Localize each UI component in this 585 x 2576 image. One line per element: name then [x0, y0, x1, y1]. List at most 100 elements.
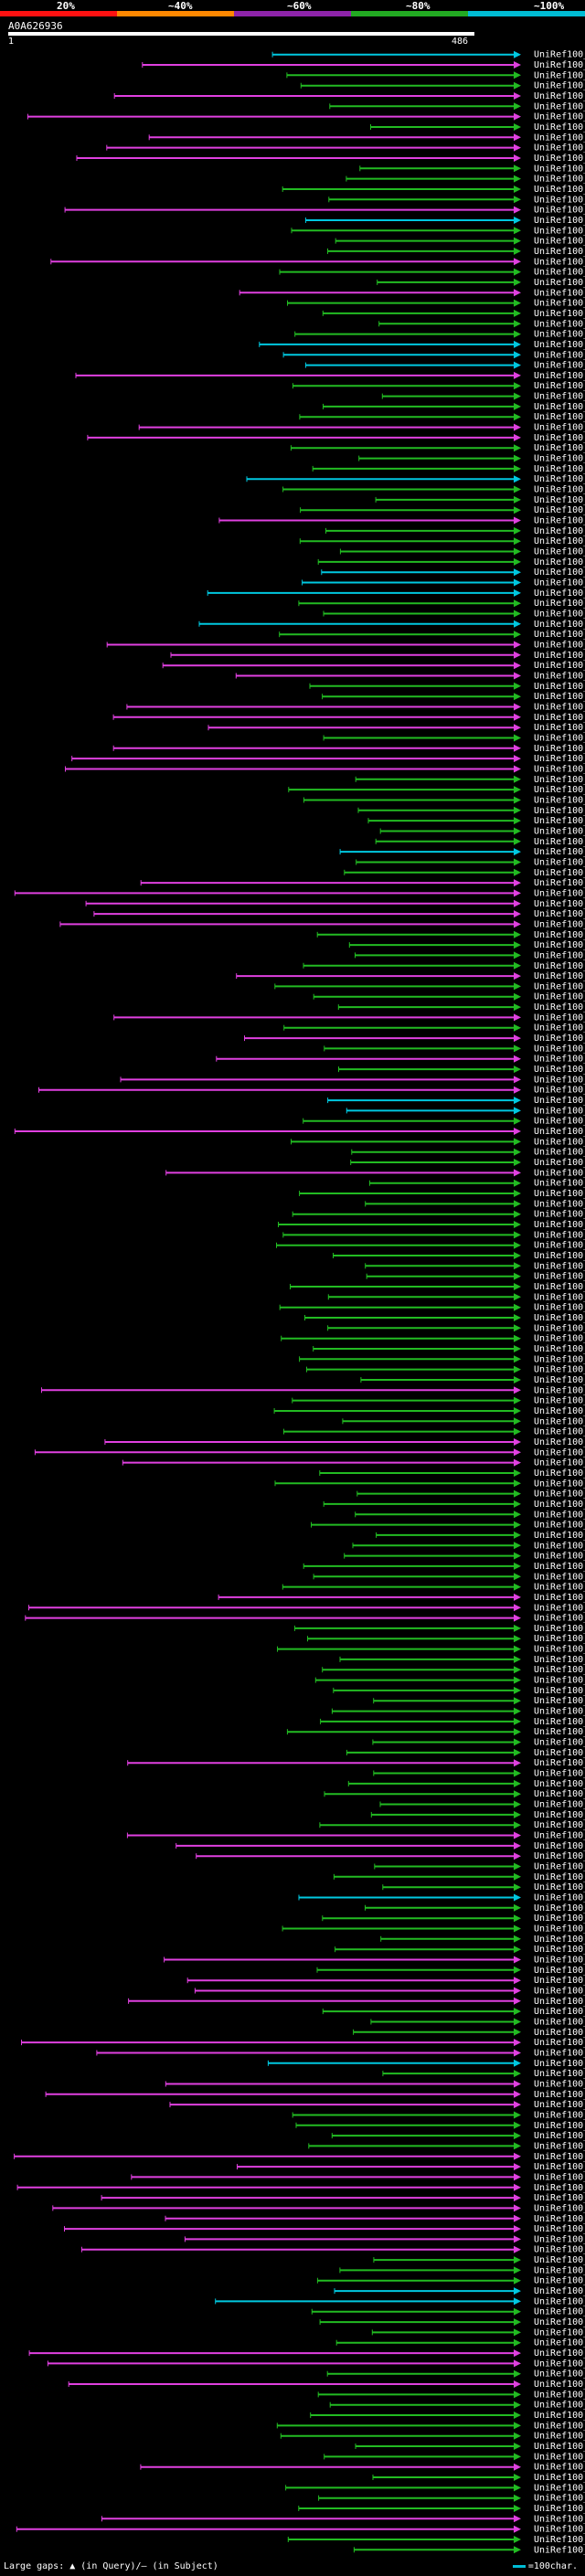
hit-row[interactable]: UniRef100_A4RRD9: [316, 1966, 585, 1976]
hit-row[interactable]: UniRef100_Q6J596: [316, 2276, 585, 2286]
hit-row[interactable]: UniRef100_B6IDD9: [16, 2183, 585, 2193]
hit-row[interactable]: UniRef100_B9H8B0: [344, 868, 585, 878]
hit-label[interactable]: UniRef100_A7PSH4: [534, 888, 585, 898]
hit-label[interactable]: UniRef100_B9HDB4: [534, 1375, 585, 1385]
hit-row[interactable]: UniRef100_B6H735: [80, 2245, 585, 2255]
hit-row[interactable]: UniRef100_UP1000...: [334, 2286, 585, 2296]
hit-row[interactable]: UniRef100_B4FT19: [323, 610, 585, 620]
hit-row[interactable]: UniRef100_B9GS21: [316, 930, 585, 940]
hit-row[interactable]: UniRef100_Q2ZPL8: [16, 2525, 585, 2535]
hit-label[interactable]: UniRef100_C5Y8D1: [534, 1882, 585, 1892]
hit-row[interactable]: UniRef100_C5XFA2: [300, 505, 585, 515]
hit-row[interactable]: UniRef100_A4Q9E3: [292, 1396, 585, 1406]
hit-label[interactable]: UniRef100_B9RGI6: [534, 2080, 585, 2090]
hit-label[interactable]: UniRef100_UP1000...: [534, 2296, 585, 2306]
hit-row[interactable]: UniRef100_B9RS04: [303, 1117, 585, 1127]
hit-label[interactable]: UniRef100_Q0JFE4: [534, 1127, 585, 1137]
hit-row[interactable]: UniRef100_UP1000...: [339, 847, 585, 857]
hit-label[interactable]: UniRef100_A9SHN9: [534, 1820, 585, 1830]
hit-label[interactable]: UniRef100_A7P4P0: [534, 2390, 585, 2400]
hit-label[interactable]: UniRef100_C5YIZ7: [534, 816, 585, 826]
hit-row[interactable]: UniRef100_C5YZ03: [373, 1696, 585, 1706]
hit-row[interactable]: UniRef100_Q82468: [325, 526, 585, 536]
hit-label[interactable]: UniRef100_C5XMM7: [534, 796, 585, 806]
hit-label[interactable]: UniRef100_B6TH97: [534, 744, 585, 754]
hit-label[interactable]: UniRef100_A4Q9A6: [534, 1292, 585, 1302]
hit-label[interactable]: UniRef100_UP1000...: [534, 847, 585, 857]
hit-row[interactable]: UniRef100_A4U037: [338, 1065, 585, 1075]
hit-label[interactable]: UniRef100_A2XEV7: [534, 454, 585, 464]
hit-row[interactable]: UniRef100_C5XVE5: [291, 226, 585, 236]
hit-label[interactable]: UniRef100_A1D3E6: [534, 2494, 585, 2504]
hit-row[interactable]: UniRef100_A4Q9C0: [278, 1220, 585, 1230]
hit-label[interactable]: UniRef100_Q82468: [534, 526, 585, 536]
hit-row[interactable]: UniRef100_B9HNH9: [331, 1707, 585, 1717]
hit-label[interactable]: UniRef100_Q7PP01: [534, 91, 585, 101]
hit-row[interactable]: UniRef100_B8B1Z4: [45, 2090, 585, 2100]
hit-row[interactable]: UniRef100_P93006: [294, 330, 585, 340]
hit-row[interactable]: UniRef100_Q3EAF9: [288, 785, 585, 795]
hit-label[interactable]: UniRef100_B9ECQ9: [534, 2338, 585, 2348]
hit-row[interactable]: UniRef100_Q9FSU6: [283, 1023, 585, 1034]
hit-label[interactable]: UniRef100_A4Q9A9: [534, 1272, 585, 1282]
hit-label[interactable]: UniRef100_C5Y6P6: [534, 1686, 585, 1696]
hit-row[interactable]: UniRef100_B9IS70: [286, 70, 585, 80]
hit-row[interactable]: UniRef100_Q9FTE4: [218, 1593, 585, 1603]
hit-row[interactable]: UniRef100_B9RSU1: [304, 216, 585, 226]
hit-label[interactable]: UniRef100_B2BXV7: [534, 620, 585, 630]
hit-label[interactable]: UniRef100_A7SFF4: [534, 1655, 585, 1665]
hit-row[interactable]: UniRef100_Q7XR06-2: [186, 1976, 585, 1986]
hit-row[interactable]: UniRef100_Q82469: [347, 1779, 585, 1789]
hit-row[interactable]: UniRef100_B4FVU1: [71, 754, 585, 764]
hit-row[interactable]: UniRef100_B9IHH7: [319, 2317, 585, 2327]
hit-row[interactable]: UniRef100_B9HPC5: [299, 412, 585, 422]
hit-row[interactable]: UniRef100_A6RND7: [64, 2224, 585, 2234]
hit-row[interactable]: UniRef100_B4N1Z4: [164, 1956, 585, 1966]
hit-label[interactable]: UniRef100_C9MIW0: [534, 2162, 585, 2172]
hit-label[interactable]: UniRef100_C4Q2L1: [534, 1541, 585, 1551]
hit-label[interactable]: UniRef100_A7P739: [534, 2380, 585, 2390]
hit-row[interactable]: UniRef100_Q9ZPL9: [76, 154, 585, 164]
hit-row[interactable]: UniRef100_A4Q9A0: [281, 1334, 585, 1344]
hit-label[interactable]: UniRef100_Q7XR06: [534, 1987, 585, 1997]
hit-label[interactable]: UniRef100_B9GJ79: [534, 567, 585, 578]
hit-row[interactable]: UniRef100_B4NCT7: [196, 1851, 585, 1861]
hit-row[interactable]: UniRef100_B7ZYU7: [41, 1385, 585, 1395]
hit-row[interactable]: UniRef100_A4Q9A4: [279, 1303, 585, 1313]
hit-label[interactable]: UniRef100_A4Q9A0: [534, 1334, 585, 1344]
hit-label[interactable]: UniRef100_Q3EAF9: [534, 785, 585, 795]
hit-row[interactable]: UniRef100_A8Y3B0: [34, 1447, 585, 1458]
hit-row[interactable]: UniRef100_A8PJS5: [85, 899, 585, 909]
hit-label[interactable]: UniRef100_Q5LNW3: [534, 278, 585, 288]
hit-label[interactable]: UniRef100_A4Q9C4: [534, 1199, 585, 1209]
hit-row[interactable]: UniRef100_A9SHN9: [319, 1820, 585, 1830]
hit-label[interactable]: UniRef100_B9HXS1: [534, 2028, 585, 2038]
hit-row[interactable]: UniRef100_UP1000...: [93, 909, 585, 919]
hit-row[interactable]: UniRef100_Q8RVS0: [207, 588, 585, 599]
hit-row[interactable]: UniRef100_B9GST1: [287, 299, 585, 309]
hit-label[interactable]: UniRef100_C6ZDC9: [534, 1086, 585, 1096]
hit-label[interactable]: UniRef100_A4Q9B7: [534, 1241, 585, 1251]
hit-label[interactable]: UniRef100_B9GS76: [534, 2049, 585, 2059]
hit-row[interactable]: UniRef100_B4FYE8: [298, 599, 585, 609]
hit-label[interactable]: UniRef100_B9GV06: [534, 1096, 585, 1106]
hit-label[interactable]: UniRef100_C5YZ03: [534, 1696, 585, 1706]
hit-label[interactable]: UniRef100_UP1000...: [534, 909, 585, 919]
hit-row[interactable]: UniRef100_C7JVA8: [322, 2007, 585, 2017]
hit-label[interactable]: UniRef100_UP1000...: [534, 1758, 585, 1768]
hit-label[interactable]: UniRef100_A0A1B4: [534, 50, 585, 60]
hit-row[interactable]: UniRef100_C1FEH1: [176, 1841, 585, 1851]
hit-row[interactable]: UniRef100_B9HXS1: [353, 2028, 585, 2038]
hit-label[interactable]: UniRef100_B4FVU1: [534, 754, 585, 764]
hit-label[interactable]: UniRef100_B4FEJ5: [534, 175, 585, 185]
hit-row[interactable]: UniRef100_B1B9N7: [292, 2111, 585, 2121]
hit-row[interactable]: UniRef100_A4Q9D3: [342, 1416, 585, 1426]
hit-label[interactable]: UniRef100_A2YZW2: [534, 1344, 585, 1354]
hit-label[interactable]: UniRef100_B4L8X0: [534, 2411, 585, 2421]
hit-label[interactable]: UniRef100_Q6J596: [534, 2276, 585, 2286]
hit-row[interactable]: UniRef100_Q9FLI3: [339, 2265, 585, 2275]
hit-label[interactable]: UniRef100_B6IDD9: [534, 2183, 585, 2193]
hit-row[interactable]: UniRef100_Q9M3Y1: [302, 578, 585, 588]
hit-row[interactable]: UniRef100_B9HUI6: [319, 1468, 585, 1479]
hit-label[interactable]: UniRef100_A7NYS6: [534, 101, 585, 111]
